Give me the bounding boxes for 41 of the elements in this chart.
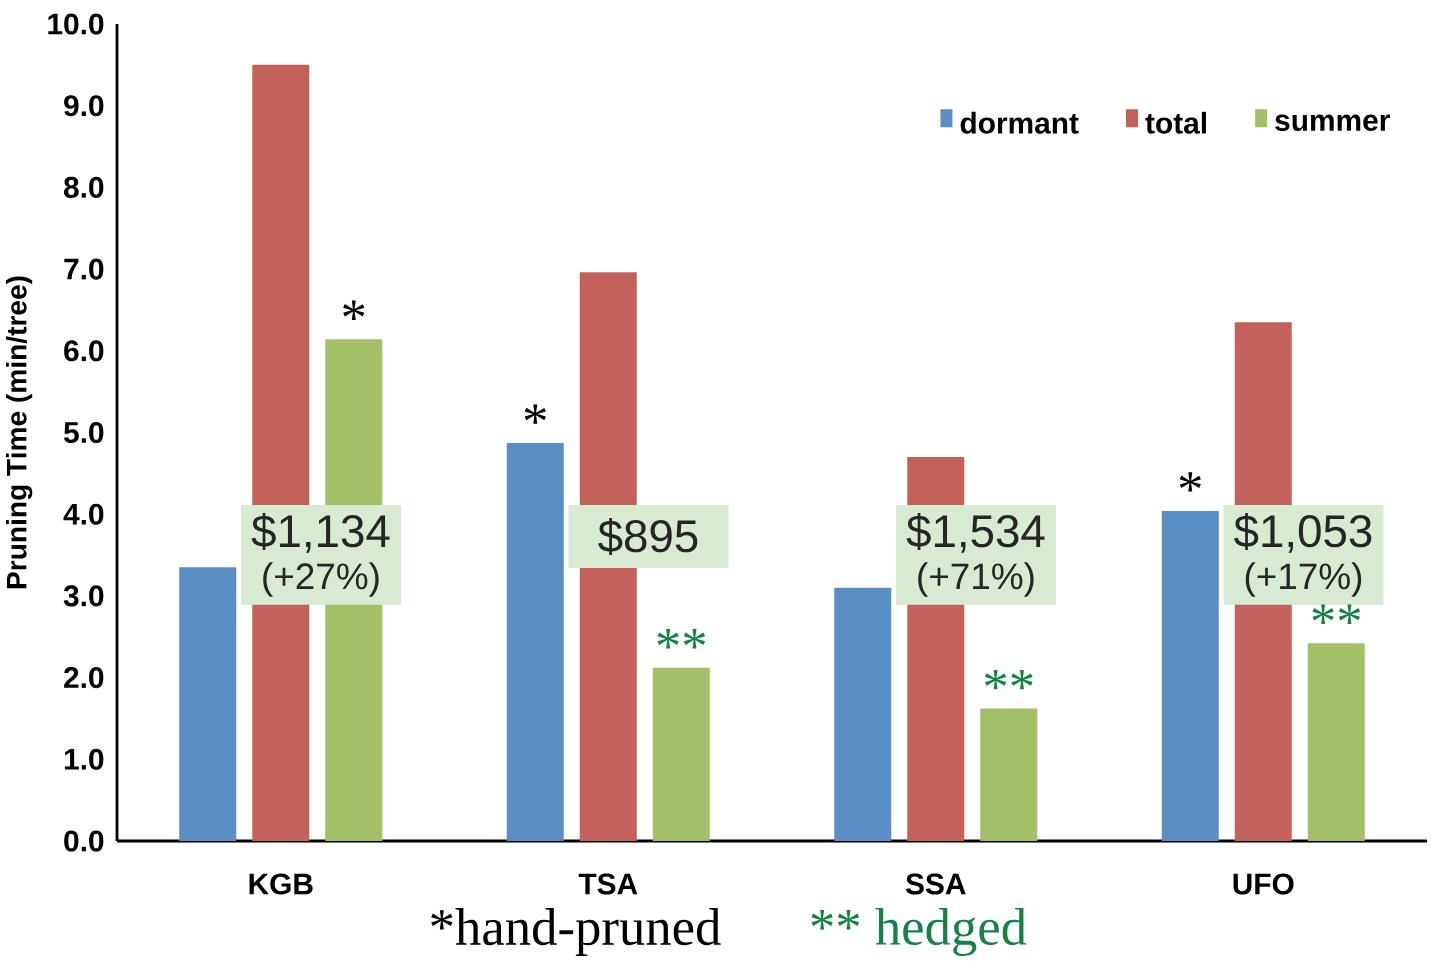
legend-label: dormant (960, 111, 1079, 134)
annotation: $1,053 (1234, 513, 1372, 553)
y-axis-title: Pruning Time (min/tree) (5, 276, 33, 589)
bar (834, 587, 892, 841)
annotation: (+27%) (263, 562, 379, 597)
annotation: ** (984, 669, 1033, 690)
x-tick-label: TSA (578, 873, 638, 895)
x-tick-label: UFO (1233, 873, 1294, 895)
annotation: ** (1312, 604, 1361, 624)
annotation: $895 (598, 518, 698, 556)
annotation: (+71%) (918, 562, 1034, 597)
annotation: * (524, 404, 546, 424)
y-tick-label: 10.0 (48, 13, 104, 35)
y-tick-label: 2.0 (64, 667, 104, 689)
x-tick-label: SSA (905, 873, 966, 895)
annotation: ** (657, 629, 706, 649)
annotation: * (343, 300, 365, 320)
bar (1307, 643, 1365, 841)
legend-label: summer (1275, 114, 1390, 131)
y-tick-label: 1.0 (64, 748, 104, 770)
y-tick-label: 4.0 (63, 503, 104, 525)
bar (980, 708, 1038, 841)
annotation: (+17%) (1245, 562, 1362, 597)
x-tick-label: KGB (249, 873, 313, 895)
bar (1161, 510, 1219, 841)
y-tick-label: 8.0 (63, 176, 104, 198)
y-tick-label: 9.0 (64, 95, 104, 117)
y-tick-label: 7.0 (64, 258, 104, 280)
y-tick-label: 5.0 (63, 421, 104, 444)
legend-label: total (1145, 111, 1206, 134)
y-tick-label: 0.0 (64, 830, 104, 852)
bar (179, 567, 237, 841)
y-tick-label: 6.0 (64, 340, 104, 362)
annotation: * (1179, 472, 1201, 492)
annotation: $1,134 (251, 513, 390, 553)
annotation: $1,534 (906, 513, 1045, 553)
text: *hand-pruned (431, 908, 721, 956)
bar (506, 443, 564, 841)
bar (652, 667, 710, 841)
text: ** hedged (811, 908, 1027, 956)
y-tick-label: 3.0 (63, 585, 104, 607)
